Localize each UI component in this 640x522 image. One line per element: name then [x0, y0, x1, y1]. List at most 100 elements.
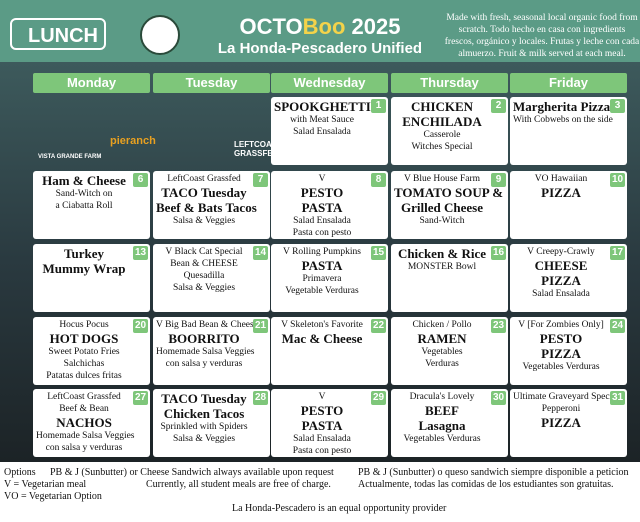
menu-line: Dracula's Lovely — [409, 392, 475, 402]
menu-line: BOORRITO — [168, 331, 240, 346]
menu-cell: 24 V [For Zombies Only] PESTO PIZZA Vegetabl… — [510, 317, 627, 385]
menu-line: TACO Tuesday — [161, 391, 247, 406]
day-header: Thursday — [391, 73, 508, 93]
menu-line: PESTO — [300, 403, 344, 418]
menu-line: PASTA — [301, 418, 343, 433]
menu-line: V — [318, 392, 326, 402]
day-number: 9 — [491, 173, 506, 187]
menu-line: Salsa & Veggies — [172, 434, 236, 444]
footer-text: Options — [4, 467, 36, 478]
day-number: 2 — [491, 99, 506, 113]
menu-line: Casserole — [423, 130, 461, 140]
menu-line: Witches Special — [411, 142, 473, 152]
menu-line: Pepperoni — [541, 404, 581, 414]
menu-line: Ultimate Graveyard Special — [513, 392, 620, 402]
menu-line: Patatas dulces fritas — [46, 371, 122, 381]
sponsor: pieranch — [110, 135, 156, 147]
menu-line: a Ciabatta Roll — [55, 201, 113, 211]
lunch-badge: LUNCH — [10, 18, 106, 50]
day-number: 8 — [371, 173, 386, 187]
menu-cell: 16 Chicken & Rice MONSTER Bowl — [391, 244, 508, 312]
day-number: 7 — [253, 173, 268, 187]
menu-line: V Creepy-Crawly — [527, 247, 595, 257]
menu-line: Vegetables Verduras — [522, 362, 600, 372]
menu-line: Sand-Witch on — [55, 189, 113, 199]
day-header: Monday — [33, 73, 150, 93]
menu-line: Salsa & Veggies — [172, 216, 236, 226]
day-number: 3 — [610, 99, 625, 113]
title: OCTOBoo 2025 — [200, 14, 440, 40]
menu-line: Margherita Pizza — [513, 99, 611, 114]
menu-line: Ham & Cheese — [42, 173, 126, 188]
menu-cell: 9 V Blue House Farm TOMATO SOUP & Grilled C… — [391, 171, 508, 239]
sponsor: LEFTCOAST GRASSFED — [234, 140, 282, 158]
menu-line: Salad Ensalada — [293, 216, 351, 226]
menu-line: Salad Ensalada — [532, 289, 590, 299]
day-number: 10 — [610, 173, 625, 187]
day-number: 15 — [371, 246, 386, 260]
day-number: 31 — [610, 391, 625, 405]
menu-line: con salsa y verduras — [165, 359, 243, 369]
menu-line: Homemade Salsa Veggies — [36, 431, 135, 441]
menu-line: V [For Zombies Only] — [518, 320, 604, 330]
blurb: Made with fresh, seasonal local organic … — [444, 13, 640, 59]
menu-line: PASTA — [301, 200, 343, 215]
menu-cell: 22 V Skeleton's Favorite Mac & Cheese — [271, 317, 388, 385]
sponsor: VISTA GRANDE FARM — [38, 154, 102, 160]
menu-line: Sprinkled with Spiders — [160, 422, 248, 432]
menu-line: CHEESE — [534, 258, 588, 273]
menu-line: Sweet Potato Fries — [48, 347, 120, 357]
menu-cell: 8 V PESTO PASTA Salad Ensalada Pasta con pest… — [271, 171, 388, 239]
day-number: 30 — [491, 391, 506, 405]
title-part: OCTO — [239, 14, 303, 39]
menu-line: PESTO — [300, 185, 344, 200]
menu-line: Beef & Bats Tacos — [156, 200, 257, 215]
menu-cell: 17 V Creepy-Crawly CHEESE PIZZA Salad Ensala… — [510, 244, 627, 312]
menu-line: Pasta con pesto — [292, 446, 352, 456]
menu-line: Hocus Pocus — [59, 320, 109, 330]
menu-cell: 29 V PESTO PASTA Salad Ensalada Pasta con pes… — [271, 389, 388, 457]
menu-line: ENCHILADA — [402, 114, 482, 129]
menu-cell: 7 LeftCoast Grassfed TACO Tuesday Beef & Ba… — [153, 171, 270, 239]
menu-line: Grilled Cheese — [401, 200, 483, 215]
menu-line: Salsa & Veggies — [172, 283, 236, 293]
menu-cell: 30 Dracula's Lovely BEEF Lasagna Vegetables … — [391, 389, 508, 457]
menu-line: TACO Tuesday — [161, 185, 247, 200]
menu-line: PIZZA — [541, 273, 581, 288]
menu-line: BEEF — [425, 403, 459, 418]
menu-line: Chicken Tacos — [163, 406, 245, 421]
menu-line: Salchichas — [63, 359, 105, 369]
day-number: 1 — [371, 99, 386, 113]
footer-text: PB & J (Sunbutter) or Cheese Sandwich al… — [50, 467, 334, 478]
menu-line: V Skeleton's Favorite — [281, 320, 363, 330]
day-number: 16 — [491, 246, 506, 260]
menu-line: With Cobwebs on the side — [513, 115, 613, 125]
footer-text: La Honda-Pescadero is an equal opportuni… — [232, 503, 447, 514]
menu-cell: 10 VO Hawaiian PIZZA — [510, 171, 627, 239]
day-number: 21 — [253, 319, 268, 333]
footer-text: Actualmente, todas las comidas de los es… — [358, 479, 614, 490]
menu-cell: 3 Margherita Pizza With Cobwebs on the sid… — [510, 97, 627, 165]
day-number: 20 — [133, 319, 148, 333]
menu-line: Verduras — [425, 359, 459, 369]
menu-line: Quesadilla — [183, 271, 225, 281]
menu-line: con salsa y verduras — [45, 443, 123, 453]
menu-cell: 28 TACO Tuesday Chicken Tacos Sprinkled wit… — [153, 389, 270, 457]
title-part: Boo — [302, 14, 346, 39]
day-header: Friday — [510, 73, 627, 93]
menu-line: Chicken / Pollo — [412, 320, 472, 330]
day-number: 23 — [491, 319, 506, 333]
menu-cell: 31 Ultimate Graveyard Special Pepperoni PIZ… — [510, 389, 627, 457]
menu-line: V Big Bad Bean & Cheese — [156, 320, 258, 330]
menu-line: Pasta con pesto — [292, 228, 352, 238]
menu-line: PIZZA — [541, 185, 581, 200]
menu-line: PIZZA — [541, 415, 581, 430]
menu-line: RAMEN — [417, 331, 467, 346]
menu-cell: 21 V Big Bad Bean & Cheese BOORRITO Homemad… — [153, 317, 270, 385]
menu-line: Salad Ensalada — [293, 434, 351, 444]
day-number: 27 — [133, 391, 148, 405]
menu-line: SPOOKGHETTI — [274, 99, 371, 114]
day-header: Wednesday — [271, 73, 388, 93]
menu-cell: 1 SPOOKGHETTI with Meat Sauce Salad Ensalad… — [271, 97, 388, 165]
menu-line: PIZZA — [541, 346, 581, 361]
